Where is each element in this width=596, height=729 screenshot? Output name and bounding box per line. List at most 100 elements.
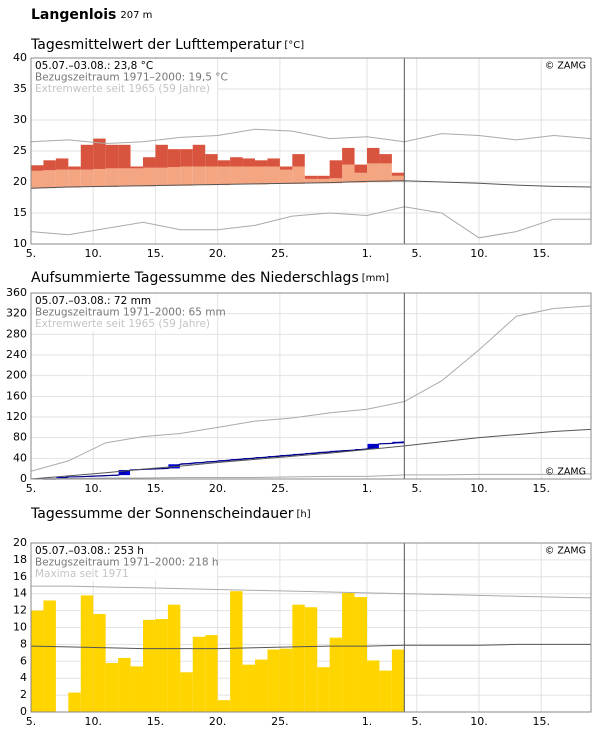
- bar: [242, 158, 255, 167]
- y-tick-label: 20: [13, 536, 27, 549]
- band: [155, 167, 168, 186]
- y-tick-label: 18: [13, 553, 27, 566]
- band: [342, 164, 355, 183]
- bar: [43, 600, 56, 712]
- band: [242, 166, 255, 185]
- info-text: 05.07.–03.08.: 72 mm: [35, 295, 151, 307]
- bar: [317, 175, 330, 179]
- bar: [205, 635, 218, 712]
- y-tick-label: 16: [13, 570, 27, 583]
- y-tick-label: 12: [13, 604, 27, 617]
- y-tick-label: 240: [6, 348, 27, 361]
- title-text: Tagessumme der Sonnenscheindauer: [30, 506, 294, 522]
- bar: [167, 604, 181, 712]
- info-text: 05.07.–03.08.: 23,8 °C: [35, 60, 153, 72]
- band: [118, 168, 131, 187]
- band: [205, 166, 218, 186]
- chart-title: Tagesmittelwert der Lufttemperatur [°C]: [30, 37, 304, 53]
- band: [31, 170, 44, 189]
- copyright: © ZAMG: [545, 546, 586, 557]
- chart-title: Tagessumme der Sonnenscheindauer [h]: [30, 506, 311, 522]
- info-box: [32, 59, 217, 96]
- bar: [391, 172, 405, 176]
- bar: [391, 649, 405, 712]
- bar: [230, 591, 243, 712]
- bar: [354, 597, 367, 712]
- info-text: Bezugszeitraum 1971–2000: 218 h: [35, 557, 219, 569]
- x-tick-label: 15.: [147, 482, 165, 495]
- bar: [317, 667, 330, 712]
- bar: [180, 672, 193, 712]
- x-tick-label: 10.: [470, 247, 488, 260]
- y-tick-label: 15: [13, 206, 27, 219]
- reference-line: [30, 305, 592, 472]
- bar: [192, 144, 206, 167]
- bar: [55, 158, 69, 170]
- bar: [367, 147, 380, 164]
- y-tick-label: 120: [6, 410, 27, 423]
- bar: [217, 160, 231, 167]
- band: [43, 170, 56, 189]
- bar: [43, 160, 56, 171]
- band: [130, 168, 143, 187]
- band: [279, 166, 293, 184]
- bar: [68, 692, 81, 712]
- bar: [342, 147, 355, 165]
- bar: [118, 657, 131, 712]
- bar: [130, 166, 143, 169]
- y-tick-label: 25: [13, 144, 27, 157]
- band: [192, 166, 206, 186]
- bar: [130, 666, 143, 712]
- x-tick-label: 10.: [470, 715, 488, 728]
- x-tick-label: 5.: [26, 482, 37, 495]
- y-tick-label: 40: [13, 451, 27, 464]
- info-box: [32, 544, 217, 581]
- band: [55, 169, 69, 188]
- bar: [192, 636, 206, 712]
- bar: [155, 144, 168, 168]
- y-tick-label: 20: [13, 175, 27, 188]
- station: Langenlois 207 m: [31, 7, 152, 23]
- info-box: [32, 294, 217, 331]
- bar: [267, 649, 280, 712]
- band: [230, 166, 243, 185]
- elevation: 207 m: [120, 10, 152, 21]
- bar: [329, 637, 343, 712]
- y-tick-label: 320: [6, 307, 27, 320]
- bar: [80, 595, 94, 712]
- bar: [304, 175, 318, 179]
- bar: [118, 144, 131, 169]
- bar: [143, 619, 156, 712]
- bar: [292, 154, 305, 167]
- bar: [292, 604, 305, 712]
- x-tick-label: 5.: [412, 482, 423, 495]
- x-tick-label: 10.: [470, 482, 488, 495]
- y-tick-label: 0: [20, 705, 27, 718]
- info-text: Bezugszeitraum 1971–2000: 19,5 °C: [35, 72, 228, 84]
- y-tick-label: 4: [20, 671, 27, 684]
- band: [329, 178, 343, 184]
- x-tick-label: 20.: [209, 715, 227, 728]
- plot-frame: [30, 542, 592, 713]
- reference-line: [30, 428, 592, 480]
- band: [93, 168, 106, 187]
- plot-frame: [30, 292, 592, 480]
- x-tick-label: 1.: [362, 247, 373, 260]
- copyright: © ZAMG: [545, 61, 586, 72]
- info-text: Bezugszeitraum 1971–2000: 65 mm: [35, 307, 226, 319]
- title-text: Tagesmittelwert der Lufttemperatur: [30, 37, 282, 53]
- x-tick-label: 15.: [532, 482, 550, 495]
- y-tick-label: 8: [20, 637, 27, 650]
- bar: [93, 613, 106, 712]
- x-tick-label: 25.: [271, 482, 289, 495]
- x-tick-label: 1.: [362, 482, 373, 495]
- copyright: © ZAMG: [545, 467, 586, 478]
- x-tick-label: 5.: [26, 715, 37, 728]
- y-tick-label: 40: [13, 51, 27, 64]
- station-name: Langenlois: [31, 7, 116, 23]
- bar: [279, 648, 293, 712]
- bar: [367, 660, 380, 712]
- x-tick-label: 10.: [84, 715, 102, 728]
- band: [267, 166, 280, 184]
